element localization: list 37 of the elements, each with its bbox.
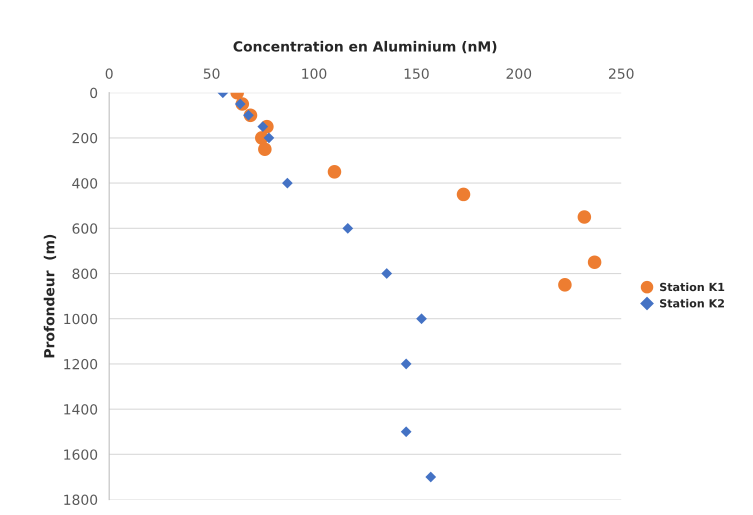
point bbox=[400, 358, 412, 370]
y-tick-label: 1000 bbox=[64, 314, 98, 324]
y-tick-label: 200 bbox=[72, 132, 98, 144]
point bbox=[578, 210, 592, 224]
x-tick-label: 0 bbox=[106, 68, 113, 79]
y-tick-label: 1600 bbox=[64, 449, 98, 460]
point bbox=[258, 142, 272, 156]
y-tick-label: 1800 bbox=[64, 494, 98, 506]
y-tick-label: 0 bbox=[90, 88, 98, 98]
legend-label: Station K1 bbox=[660, 282, 724, 292]
legend-label: Station K2 bbox=[660, 298, 724, 308]
point bbox=[416, 313, 427, 324]
point bbox=[381, 268, 392, 279]
x-tick-label: 200 bbox=[506, 68, 532, 79]
x-tick-label: 50 bbox=[204, 68, 220, 79]
y-axis-title: Profondeur (m) bbox=[44, 234, 56, 358]
point bbox=[588, 255, 602, 269]
point bbox=[425, 472, 436, 482]
point bbox=[342, 222, 354, 234]
y-tick-label: 800 bbox=[72, 268, 98, 279]
point bbox=[264, 132, 274, 144]
x-axis-title: Concentration en Aluminium (nM) bbox=[234, 40, 496, 54]
y-tick-label: 1200 bbox=[64, 358, 98, 370]
y-tick-label: 600 bbox=[72, 223, 98, 234]
point bbox=[328, 165, 342, 179]
y-tick-label: 400 bbox=[72, 178, 98, 189]
x-tick-label: 250 bbox=[608, 68, 634, 79]
y-tick-label: 1400 bbox=[64, 404, 98, 415]
point bbox=[558, 278, 572, 292]
x-tick-label: 100 bbox=[302, 68, 326, 79]
point bbox=[257, 121, 268, 132]
point bbox=[400, 426, 412, 438]
x-tick-label: 150 bbox=[404, 68, 429, 79]
point bbox=[282, 178, 293, 188]
point bbox=[234, 98, 246, 110]
point bbox=[456, 188, 470, 202]
point bbox=[243, 110, 254, 121]
